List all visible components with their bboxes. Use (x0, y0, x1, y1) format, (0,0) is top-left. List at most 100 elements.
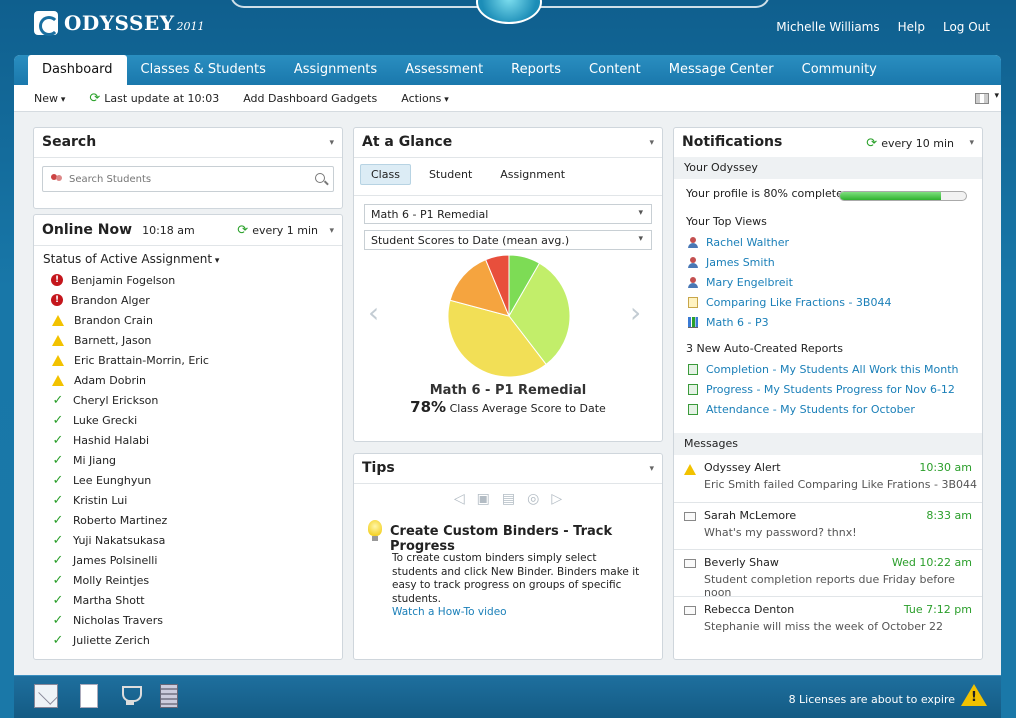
error-icon: ! (51, 294, 63, 306)
report-icon (688, 363, 698, 375)
calculator-icon[interactable] (160, 684, 178, 708)
student-row[interactable]: ! Brandon Alger (34, 290, 342, 310)
student-row[interactable]: ! Benjamin Fogelson (34, 270, 342, 290)
top-view-link[interactable]: Rachel Walther (706, 235, 790, 249)
report-item[interactable]: Progress - My Students Progress for Nov … (674, 379, 982, 399)
report-link[interactable]: Completion - My Students All Work this M… (706, 362, 959, 376)
odyssey-logo[interactable]: ODYSSEY 2011 (34, 11, 205, 36)
tab-dashboard[interactable]: Dashboard (28, 55, 127, 85)
report-item[interactable]: Completion - My Students All Work this M… (674, 359, 982, 379)
new-menu[interactable]: New (34, 92, 65, 105)
top-view-link[interactable]: James Smith (706, 255, 775, 269)
student-row[interactable]: ✓ James Polsinelli (34, 550, 342, 570)
user-name-link[interactable]: Michelle Williams (776, 20, 880, 34)
license-warning-text[interactable]: 8 Licenses are about to expire (788, 693, 955, 706)
add-gadgets-button[interactable]: Add Dashboard Gadgets (243, 91, 378, 105)
layout-icon[interactable] (975, 93, 989, 104)
target-icon[interactable]: ◎ (527, 491, 540, 507)
student-row[interactable]: Barnett, Jason (34, 330, 342, 350)
top-view-link[interactable]: Math 6 - P3 (706, 315, 769, 329)
page-icon[interactable] (80, 684, 98, 708)
student-row[interactable]: ✓ Lee Eunghyun (34, 470, 342, 490)
student-name: Benjamin Fogelson (71, 273, 176, 287)
next-arrow-icon[interactable]: › (630, 296, 642, 329)
student-row[interactable]: ✓ Juliette Zerich (34, 630, 342, 650)
tab-community[interactable]: Community (801, 62, 877, 77)
student-row[interactable]: ✓ Kristin Lui (34, 490, 342, 510)
student-row[interactable]: ✓ Luke Grecki (34, 410, 342, 430)
student-name: Yuji Nakatsukasa (73, 533, 166, 547)
search-panel-menu-icon[interactable]: ▾ (329, 138, 334, 148)
tab-classes-students[interactable]: Classes & Students (140, 62, 266, 77)
class-select[interactable]: Math 6 - P1 Remedial (364, 204, 652, 224)
help-link[interactable]: Help (897, 20, 925, 34)
actions-menu[interactable]: Actions (401, 92, 449, 105)
logout-link[interactable]: Log Out (942, 20, 990, 34)
top-view-item[interactable]: Rachel Walther (674, 232, 982, 252)
report-link[interactable]: Progress - My Students Progress for Nov … (706, 382, 955, 396)
reports-label: 3 New Auto-Created Reports (686, 342, 843, 355)
trophy-icon[interactable] (118, 684, 142, 708)
top-views-label: Your Top Views (686, 215, 767, 228)
notifications-refresh[interactable]: ⟳ every 10 min (866, 136, 954, 151)
top-view-item[interactable]: Comparing Like Fractions - 3B044 (674, 292, 982, 312)
subtab-student[interactable]: Student (428, 167, 473, 181)
student-row[interactable]: ✓ Nicholas Travers (34, 610, 342, 630)
metric-select[interactable]: Student Scores to Date (mean avg.) (364, 230, 652, 250)
subtab-assignment[interactable]: Assignment (500, 167, 566, 181)
tab-reports[interactable]: Reports (511, 62, 562, 77)
tip-prev-icon[interactable]: ◁ (453, 491, 465, 507)
tab-assessment[interactable]: Assessment (405, 62, 484, 77)
student-row[interactable]: ✓ Roberto Martinez (34, 510, 342, 530)
search-input[interactable] (69, 173, 289, 185)
tab-assignments[interactable]: Assignments (293, 62, 378, 77)
mail-icon[interactable] (34, 684, 58, 708)
video-icon[interactable]: ▣ (476, 491, 490, 507)
previous-arrow-icon[interactable]: ‹ (368, 296, 380, 329)
tips-panel-menu-icon[interactable]: ▾ (649, 464, 654, 474)
student-row[interactable]: ✓ Mi Jiang (34, 450, 342, 470)
top-view-item[interactable]: James Smith (674, 252, 982, 272)
message-item[interactable]: Odyssey Alert 10:30 am Eric Smith failed C… (674, 455, 982, 502)
student-row[interactable]: ✓ Yuji Nakatsukasa (34, 530, 342, 550)
average-score: 78% (410, 398, 447, 416)
report-item[interactable]: Attendance - My Students for October (674, 399, 982, 419)
last-update[interactable]: ⟳ Last update at 10:03 (89, 91, 219, 106)
envelope-icon (684, 606, 696, 615)
search-icon[interactable] (315, 173, 325, 183)
message-item[interactable]: Sarah McLemore 8:33 am What's my password?… (674, 502, 982, 549)
student-row[interactable]: Adam Dobrin (34, 370, 342, 390)
online-panel-menu-icon[interactable]: ▾ (329, 226, 334, 236)
student-row[interactable]: Brandon Crain (34, 310, 342, 330)
top-view-link[interactable]: Mary Engelbreit (706, 275, 793, 289)
glance-panel-menu-icon[interactable]: ▾ (649, 138, 654, 148)
student-row[interactable]: ✓ Molly Reintjes (34, 570, 342, 590)
report-link[interactable]: Attendance - My Students for October (706, 402, 915, 416)
document-icon[interactable]: ▤ (501, 491, 516, 507)
top-view-item[interactable]: Math 6 - P3 (674, 312, 982, 332)
tip-next-icon[interactable]: ▷ (551, 491, 563, 507)
warning-icon[interactable] (961, 684, 987, 706)
top-view-item[interactable]: Mary Engelbreit (674, 272, 982, 292)
tab-message-center[interactable]: Message Center (668, 62, 774, 77)
online-header: Online Now 10:18 am ⟳ every 1 min ▾ (34, 215, 342, 245)
subtab-class[interactable]: Class (360, 163, 411, 185)
layout-menu-chevron-icon[interactable]: ▾ (994, 91, 999, 101)
student-row[interactable]: Eric Brattain-Morrin, Eric (34, 350, 342, 370)
notifications-panel-menu-icon[interactable]: ▾ (969, 138, 974, 148)
pie-slice (508, 262, 571, 366)
how-to-video-link[interactable]: Watch a How-To video (392, 606, 507, 618)
messages-label: Messages (674, 433, 982, 455)
message-item[interactable]: Beverly Shaw Wed 10:22 am Student completi… (674, 549, 982, 599)
last-update-label: Last update at 10:03 (104, 91, 220, 105)
student-row[interactable]: ✓ Cheryl Erickson (34, 390, 342, 410)
top-view-link[interactable]: Comparing Like Fractions - 3B044 (706, 295, 892, 309)
check-icon: ✓ (52, 592, 64, 608)
student-row[interactable]: ✓ Hashid Halabi (34, 430, 342, 450)
tab-content[interactable]: Content (589, 62, 641, 77)
message-item[interactable]: Rebecca Denton Tue 7:12 pm Stephanie will … (674, 596, 982, 643)
tip-body-text: To create custom binders simply select s… (392, 552, 640, 605)
online-refresh[interactable]: ⟳ every 1 min (237, 223, 318, 238)
student-row[interactable]: ✓ Martha Shott (34, 590, 342, 610)
status-dropdown[interactable]: Status of Active Assignment (34, 246, 342, 270)
